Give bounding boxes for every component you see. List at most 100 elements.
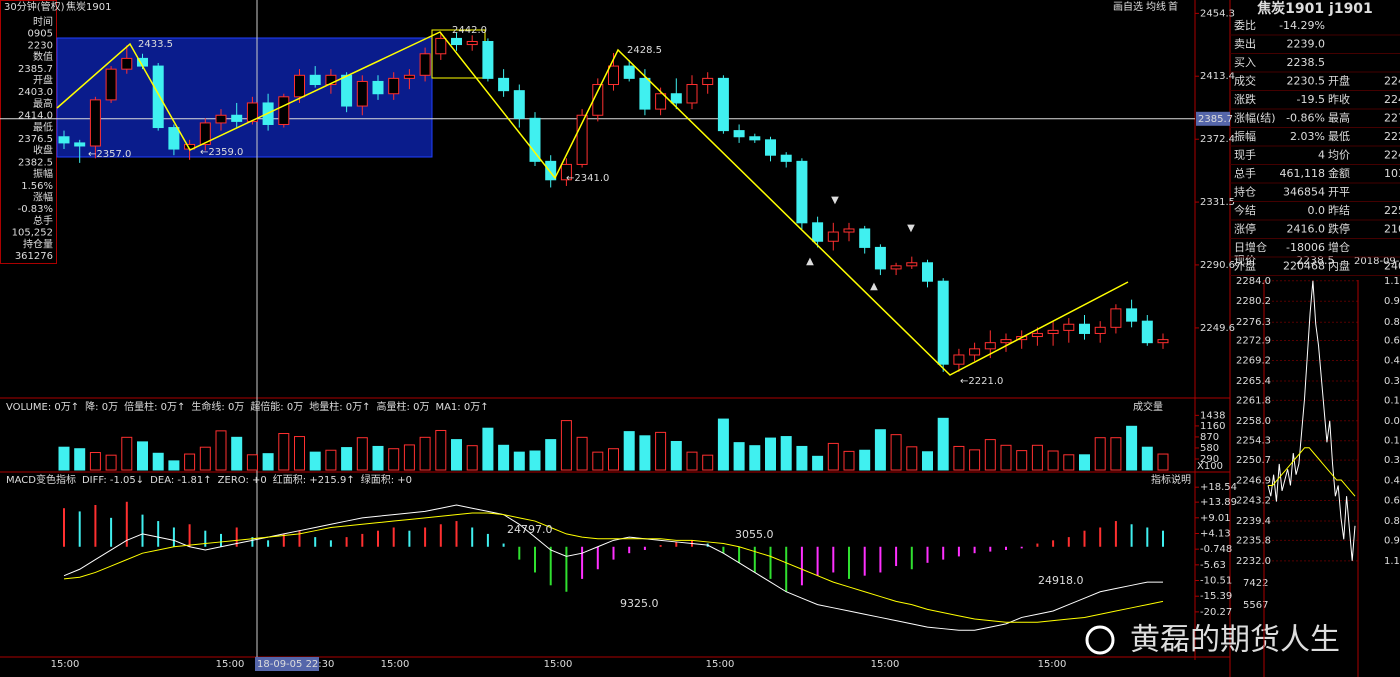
quote-value: -14.29% (1279, 19, 1325, 32)
candle-body (623, 65, 635, 79)
macd-annotation: 24797.0 (507, 523, 553, 536)
candle-body (1000, 339, 1012, 344)
quote-value: 220468 (1283, 260, 1325, 273)
volume-bar (341, 447, 353, 471)
volume-bar (294, 436, 305, 471)
pct-label: 0.82% (1384, 317, 1400, 328)
volume-bar (1016, 450, 1028, 471)
macd-header: DIFF: -1.05↓ (82, 475, 144, 486)
volume-bar (717, 418, 729, 471)
candle-body (655, 93, 667, 110)
info-text: 开盘 (33, 74, 53, 87)
y-tick-label: 2246.9 (1236, 476, 1271, 487)
volume-selector[interactable]: 成交量 (1133, 400, 1163, 413)
candle-body (686, 84, 698, 104)
indicator-help[interactable]: 指标说明 (1151, 473, 1191, 486)
volume-bar (796, 445, 808, 471)
quote-value: -18006 (1286, 241, 1325, 254)
y-tick-label: 1160 (1200, 421, 1225, 432)
pct-label: 0.98% (1384, 535, 1400, 546)
candle-body (482, 40, 494, 79)
volume-bar (168, 460, 180, 471)
quote-label: 日增仓 (1234, 240, 1267, 254)
y-tick-label: -20.27 (1200, 607, 1232, 618)
volume-bar (1157, 453, 1169, 471)
volume-bar (215, 430, 227, 471)
y-tick-label: -15.39 (1200, 591, 1232, 602)
cursor-time-box (255, 657, 319, 671)
tool[interactable]: 均线 (1146, 0, 1166, 13)
quote-value: 103 (1384, 167, 1400, 180)
intraday-price (1267, 280, 1356, 561)
candle-body (451, 37, 462, 46)
volume-bar (513, 451, 525, 471)
x-tick-label: 15:00 (706, 659, 735, 670)
quote-label: 增仓 (1328, 240, 1350, 254)
y-tick-label: -5.63 (1200, 560, 1226, 571)
volume-header: MA1: 0万↑ (435, 402, 488, 413)
volume-bar (922, 451, 933, 471)
y-tick-label: 290 (1200, 454, 1219, 465)
volume-header: 生命线: 0万 (191, 400, 244, 413)
info-text: 2230 (28, 40, 53, 51)
date: 2018-09-1 (1354, 256, 1400, 267)
watermark-icon (1085, 625, 1115, 655)
quote-value: 0.0 (1308, 204, 1326, 217)
pct-label: 0.49% (1384, 476, 1400, 487)
volume-bar (1126, 425, 1138, 471)
y-tick-label: 2413.4 (1200, 71, 1235, 82)
volume-bar (356, 437, 368, 471)
candle-body (1110, 308, 1122, 328)
candle-body (58, 136, 70, 144)
quote-label: 涨幅(结) (1234, 112, 1276, 125)
info-text: 持仓量 (23, 237, 53, 250)
x-tick-label: 15:00 (871, 659, 900, 670)
candle-body (859, 228, 871, 248)
candle-body (105, 68, 117, 101)
macd-annotation: 3055.0 (735, 528, 774, 541)
x-tick-label: 15:00 (381, 659, 410, 670)
info-text: 数值 (33, 50, 53, 63)
volume-bar (152, 452, 164, 471)
pct-label: 0.65% (1384, 496, 1400, 507)
y-tick-label: 580 (1200, 443, 1219, 454)
x-tick-label: 15:00 (1038, 659, 1067, 670)
signal-arrow: ▲ (870, 281, 878, 292)
candle-body (231, 114, 243, 122)
tool[interactable]: 画自选 (1113, 0, 1143, 13)
candle-body (168, 127, 180, 150)
quote-value: -0.86% (1286, 112, 1325, 125)
volume-bar (765, 437, 776, 471)
volume-bar (372, 445, 384, 471)
quote-label: 开平 (1328, 186, 1350, 199)
y-tick-label: 2254.3 (1236, 436, 1271, 447)
volume-header: 高量柱: 0万 (377, 400, 430, 413)
candle-body (513, 90, 525, 119)
watermark: 黄磊的期货人生 (1130, 623, 1340, 658)
volume-bar (1079, 454, 1090, 471)
symbol: 焦炭1901 (66, 0, 111, 13)
quote-value: 461,118 (1280, 167, 1326, 180)
quote-label: 外盘 (1234, 259, 1256, 273)
volume-bar (953, 445, 965, 471)
volume-bar (780, 436, 792, 471)
pct-label: 0.82% (1384, 516, 1400, 527)
volume-bar (670, 441, 682, 471)
x-tick-label: 15:00 (216, 659, 245, 670)
y-tick-label: 2454.3 (1200, 8, 1235, 19)
diff-line (63, 504, 1163, 631)
volume-bar (859, 449, 871, 471)
volume-bar (545, 439, 557, 471)
volume-bar (246, 454, 258, 471)
candle-body (152, 65, 164, 129)
candle-body (749, 136, 761, 141)
volume-bar (749, 445, 761, 471)
volume-bar (278, 433, 290, 471)
volume-bar (309, 451, 321, 471)
y-tick-label: 2290.6 (1200, 260, 1235, 271)
price-annotation: ←2341.0 (566, 173, 609, 184)
quote-label: 总手 (1234, 166, 1256, 180)
quote-label: 涨停 (1234, 222, 1256, 236)
tool[interactable]: 首 (1168, 0, 1178, 13)
quote-value: 240 (1384, 260, 1400, 273)
